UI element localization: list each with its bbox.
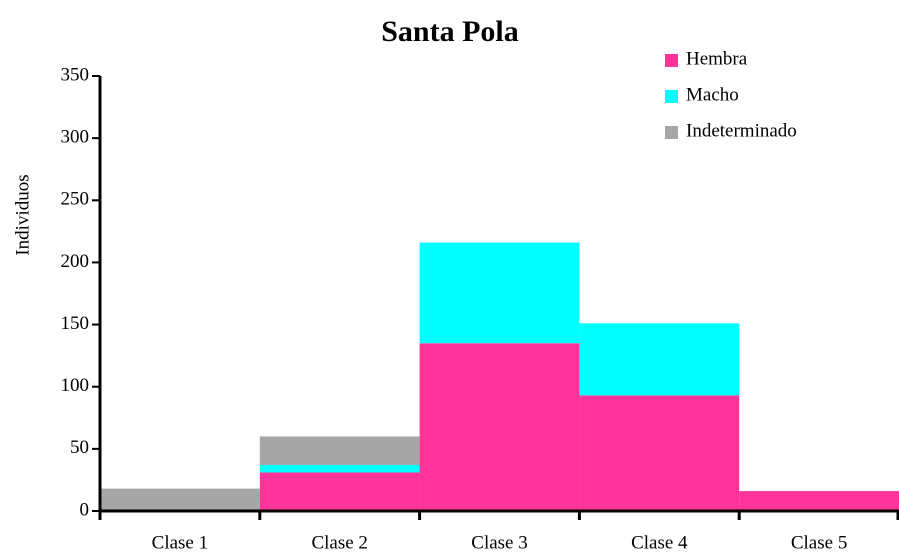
bar-segment <box>259 436 420 466</box>
x-tick-label: Clase 3 <box>471 532 527 553</box>
legend-swatch <box>665 54 678 67</box>
y-tick-label: 300 <box>61 127 90 148</box>
y-tick-label: 150 <box>61 313 90 334</box>
bar-segment <box>259 465 420 473</box>
y-tick-label: 350 <box>61 64 90 85</box>
y-tick-label: 200 <box>61 251 90 272</box>
y-tick-label: 50 <box>70 437 89 458</box>
bar-segment <box>259 472 420 511</box>
legend-label: Indeterminado <box>686 120 797 141</box>
x-tick-label: Clase 5 <box>791 532 847 553</box>
legend-swatch <box>665 90 678 103</box>
bar-segment <box>739 491 899 511</box>
y-tick-label: 100 <box>61 375 90 396</box>
legend-swatch <box>665 126 678 139</box>
bar-segment <box>100 488 260 511</box>
x-tick-label: Clase 1 <box>152 532 208 553</box>
x-tick-label: Clase 4 <box>631 532 688 553</box>
bar-segment <box>419 343 580 511</box>
legend-label: Hembra <box>686 48 748 69</box>
y-tick-label: 250 <box>61 189 90 210</box>
x-tick-label: Clase 2 <box>311 532 367 553</box>
bar-segment <box>579 395 740 511</box>
y-tick-label: 0 <box>80 499 90 520</box>
bar-segment <box>419 242 580 344</box>
chart-title: Santa Pola <box>381 15 519 48</box>
legend-label: Macho <box>686 84 739 105</box>
bar-segment <box>579 323 740 396</box>
y-axis-label: Individuos <box>12 174 33 255</box>
